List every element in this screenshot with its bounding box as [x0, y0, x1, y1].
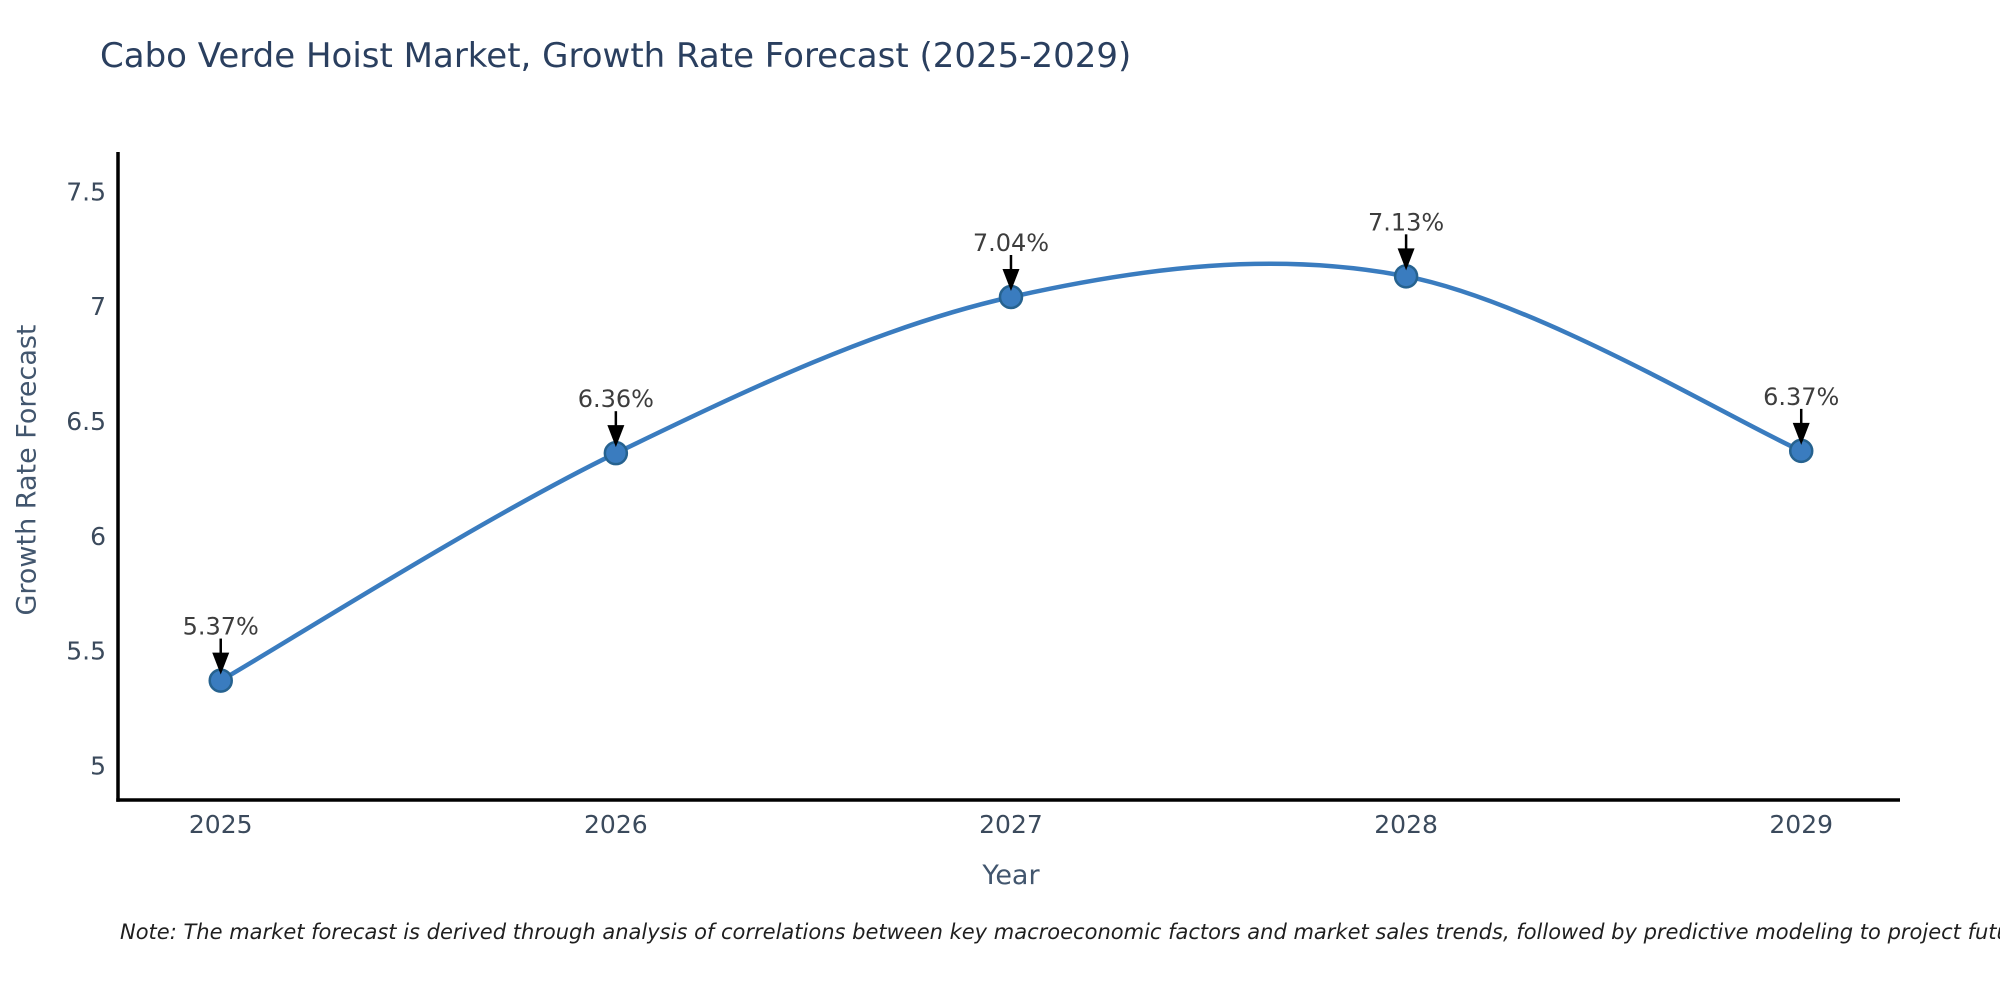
- y-tick-labels: 5 5.5 6 6.5 7 7.5: [66, 177, 106, 780]
- footnote: Note: The market forecast is derived thr…: [120, 920, 2000, 944]
- forecast-curve: [218, 261, 1804, 683]
- x-tick-label: 2028: [1374, 810, 1438, 839]
- annotation-arrowhead-icon: [212, 652, 230, 675]
- y-tick-label: 7.5: [66, 177, 106, 206]
- forecast-line: [218, 261, 1804, 683]
- annotation-arrowhead-icon: [1792, 422, 1810, 445]
- axis-spines: [116, 152, 1900, 802]
- y-tick-label: 5: [90, 752, 106, 781]
- y-tick-label: 6.5: [66, 407, 106, 436]
- annotation-arrows: [212, 234, 1810, 675]
- x-tick-label: 2026: [584, 810, 648, 839]
- chart-title: Cabo Verde Hoist Market, Growth Rate For…: [100, 36, 1132, 76]
- annotation-arrowhead-icon: [1397, 248, 1415, 271]
- data-point-label: 7.13%: [1368, 208, 1444, 236]
- data-point-label: 7.04%: [973, 229, 1049, 257]
- annotation-arrowhead-icon: [1002, 268, 1020, 291]
- y-tick-label: 6: [90, 522, 106, 551]
- x-axis-title: Year: [982, 860, 1040, 891]
- y-tick-label: 7: [90, 292, 106, 321]
- annotation-labels: 5.37% 6.36% 7.04% 7.13% 6.37%: [183, 208, 1840, 640]
- data-point-label: 5.37%: [183, 613, 259, 641]
- annotation-arrowhead-icon: [607, 425, 625, 448]
- data-markers: [208, 264, 1814, 693]
- x-tick-label: 2027: [979, 810, 1043, 839]
- x-tick-labels: 2025 2026 2027 2028 2029: [189, 810, 1833, 839]
- y-axis-title: Growth Rate Forecast: [11, 324, 43, 616]
- data-point-label: 6.36%: [578, 385, 654, 413]
- x-tick-label: 2025: [189, 810, 253, 839]
- data-point-label: 6.37%: [1763, 383, 1839, 411]
- x-tick-label: 2029: [1769, 810, 1833, 839]
- y-tick-label: 5.5: [66, 637, 106, 666]
